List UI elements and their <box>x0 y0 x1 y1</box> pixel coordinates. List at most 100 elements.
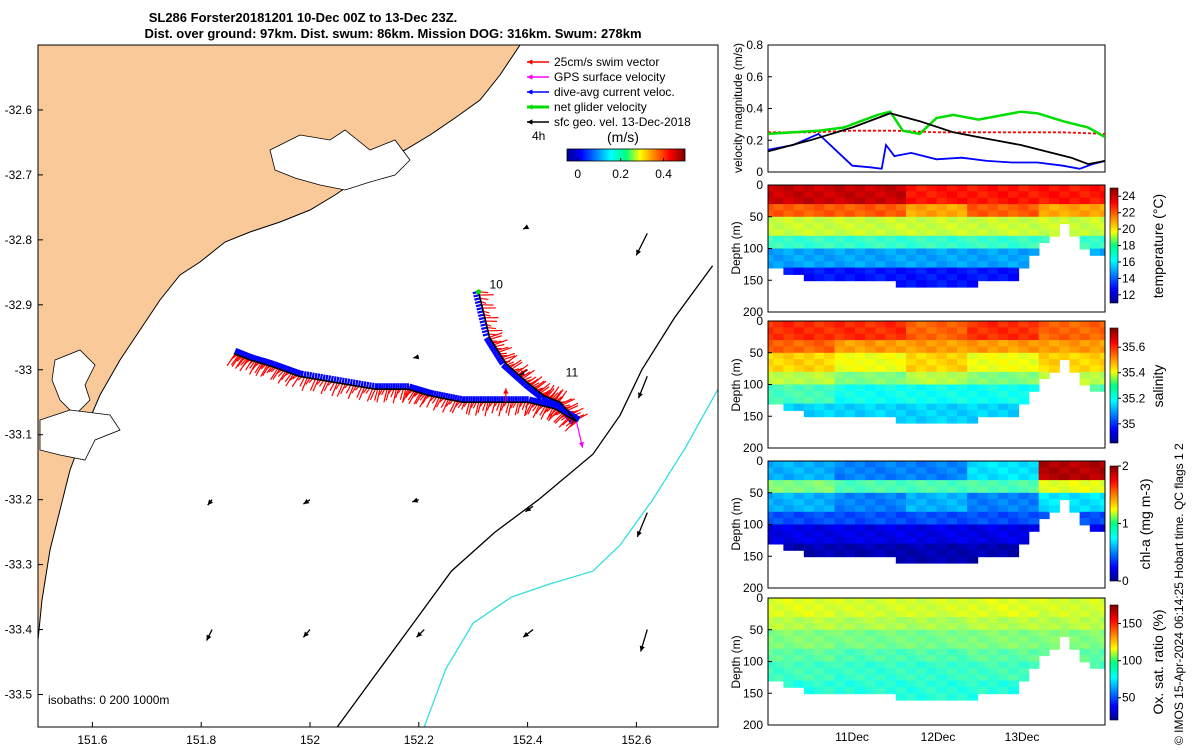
swim-vector <box>546 407 552 413</box>
section-cell <box>768 480 774 488</box>
section-cell <box>916 384 928 392</box>
section-cell <box>1038 185 1050 193</box>
section-cell <box>895 629 907 638</box>
section-cell <box>814 524 826 532</box>
section-cell <box>885 655 897 663</box>
section-cell <box>997 492 1009 501</box>
swim-vector <box>491 402 496 414</box>
section-cell <box>875 197 887 205</box>
dive-avg-vector <box>336 376 340 383</box>
section-cell <box>844 604 856 612</box>
section-cell <box>824 390 836 399</box>
dive-avg-vector <box>536 398 540 405</box>
section-cell <box>906 680 917 688</box>
section-cell <box>1028 216 1040 225</box>
section-cell <box>1089 384 1101 392</box>
section-cell <box>1048 359 1060 367</box>
section-cell <box>1028 511 1040 520</box>
section-cell <box>957 273 968 282</box>
dive-avg-vector <box>245 352 250 360</box>
section-cell <box>793 499 805 507</box>
section-cell <box>967 409 979 418</box>
section-cell <box>773 636 785 644</box>
depth-tick-label: 100 <box>743 655 763 669</box>
dive-avg-vector <box>278 363 283 370</box>
lake <box>39 409 121 461</box>
section-cell <box>844 499 856 507</box>
dive-avg-vector <box>533 390 539 397</box>
section-cell <box>967 223 979 231</box>
section-cell <box>946 680 958 688</box>
section-cell <box>1079 340 1091 348</box>
section-cell <box>967 346 979 354</box>
section-cell <box>997 223 1009 231</box>
section-cell <box>916 667 928 676</box>
temperature-colorbar-label: temperature (°C) <box>1150 194 1166 298</box>
section-cell <box>844 340 856 348</box>
velocity-y-tick-label: 0.6 <box>746 70 763 84</box>
section-cell <box>916 530 928 539</box>
section-cell <box>926 359 938 367</box>
section-cell <box>844 403 856 411</box>
section-cell <box>875 492 887 501</box>
section-cell <box>793 629 805 638</box>
section-cell <box>875 365 887 373</box>
swim-vector <box>517 402 522 414</box>
swim-vector <box>385 389 390 401</box>
section-cell <box>875 235 887 244</box>
section-cell <box>1079 492 1091 501</box>
section-cell <box>967 197 979 205</box>
section-cell <box>895 365 907 373</box>
section-cell <box>834 267 846 275</box>
dive-avg-vector <box>409 384 414 391</box>
section-cell <box>1008 518 1020 526</box>
dive-avg-vector <box>499 360 506 366</box>
section-cell <box>946 648 958 657</box>
section-cell <box>906 229 917 237</box>
section-cell <box>1018 254 1030 263</box>
depth-tick-label: 100 <box>743 378 763 392</box>
swim-vector <box>419 393 426 401</box>
section-cell <box>936 680 948 688</box>
section-cell <box>854 321 866 329</box>
section-cell <box>1018 604 1030 612</box>
velocity-y-tick-label: 0 <box>756 165 763 179</box>
section-cell <box>834 518 846 526</box>
swim-vector <box>270 367 277 373</box>
swim-vector <box>558 416 570 428</box>
section-cell <box>1069 505 1081 513</box>
section-cell <box>1018 235 1030 244</box>
swim-vector <box>319 380 325 387</box>
section-cell <box>977 223 989 231</box>
section-cell <box>783 511 795 520</box>
section-cell <box>793 352 805 361</box>
section-cell <box>844 254 856 263</box>
section-cell <box>987 216 999 225</box>
section-cell <box>926 648 938 657</box>
section-cell <box>987 473 999 481</box>
section-cell <box>946 511 958 520</box>
section-cell <box>814 680 826 688</box>
section-cell <box>997 390 1009 399</box>
section-cell <box>885 371 897 380</box>
section-cell <box>895 642 907 650</box>
section-cell <box>926 254 938 263</box>
section-cell <box>916 280 928 288</box>
section-cell <box>946 197 958 205</box>
section-cell <box>895 378 907 386</box>
section-cell <box>1008 648 1020 657</box>
section-cell <box>926 693 938 701</box>
section-cell <box>1018 518 1030 526</box>
section-cell <box>803 499 815 507</box>
velocity-y-tick-label: 0.2 <box>746 133 763 147</box>
section-cell <box>814 185 826 193</box>
section-cell <box>957 486 968 494</box>
section-cell <box>977 530 989 539</box>
section-cell <box>793 235 805 244</box>
section-cell <box>987 390 999 399</box>
section-cell <box>803 667 815 676</box>
section-cell <box>906 216 917 225</box>
section-cell <box>957 467 968 475</box>
